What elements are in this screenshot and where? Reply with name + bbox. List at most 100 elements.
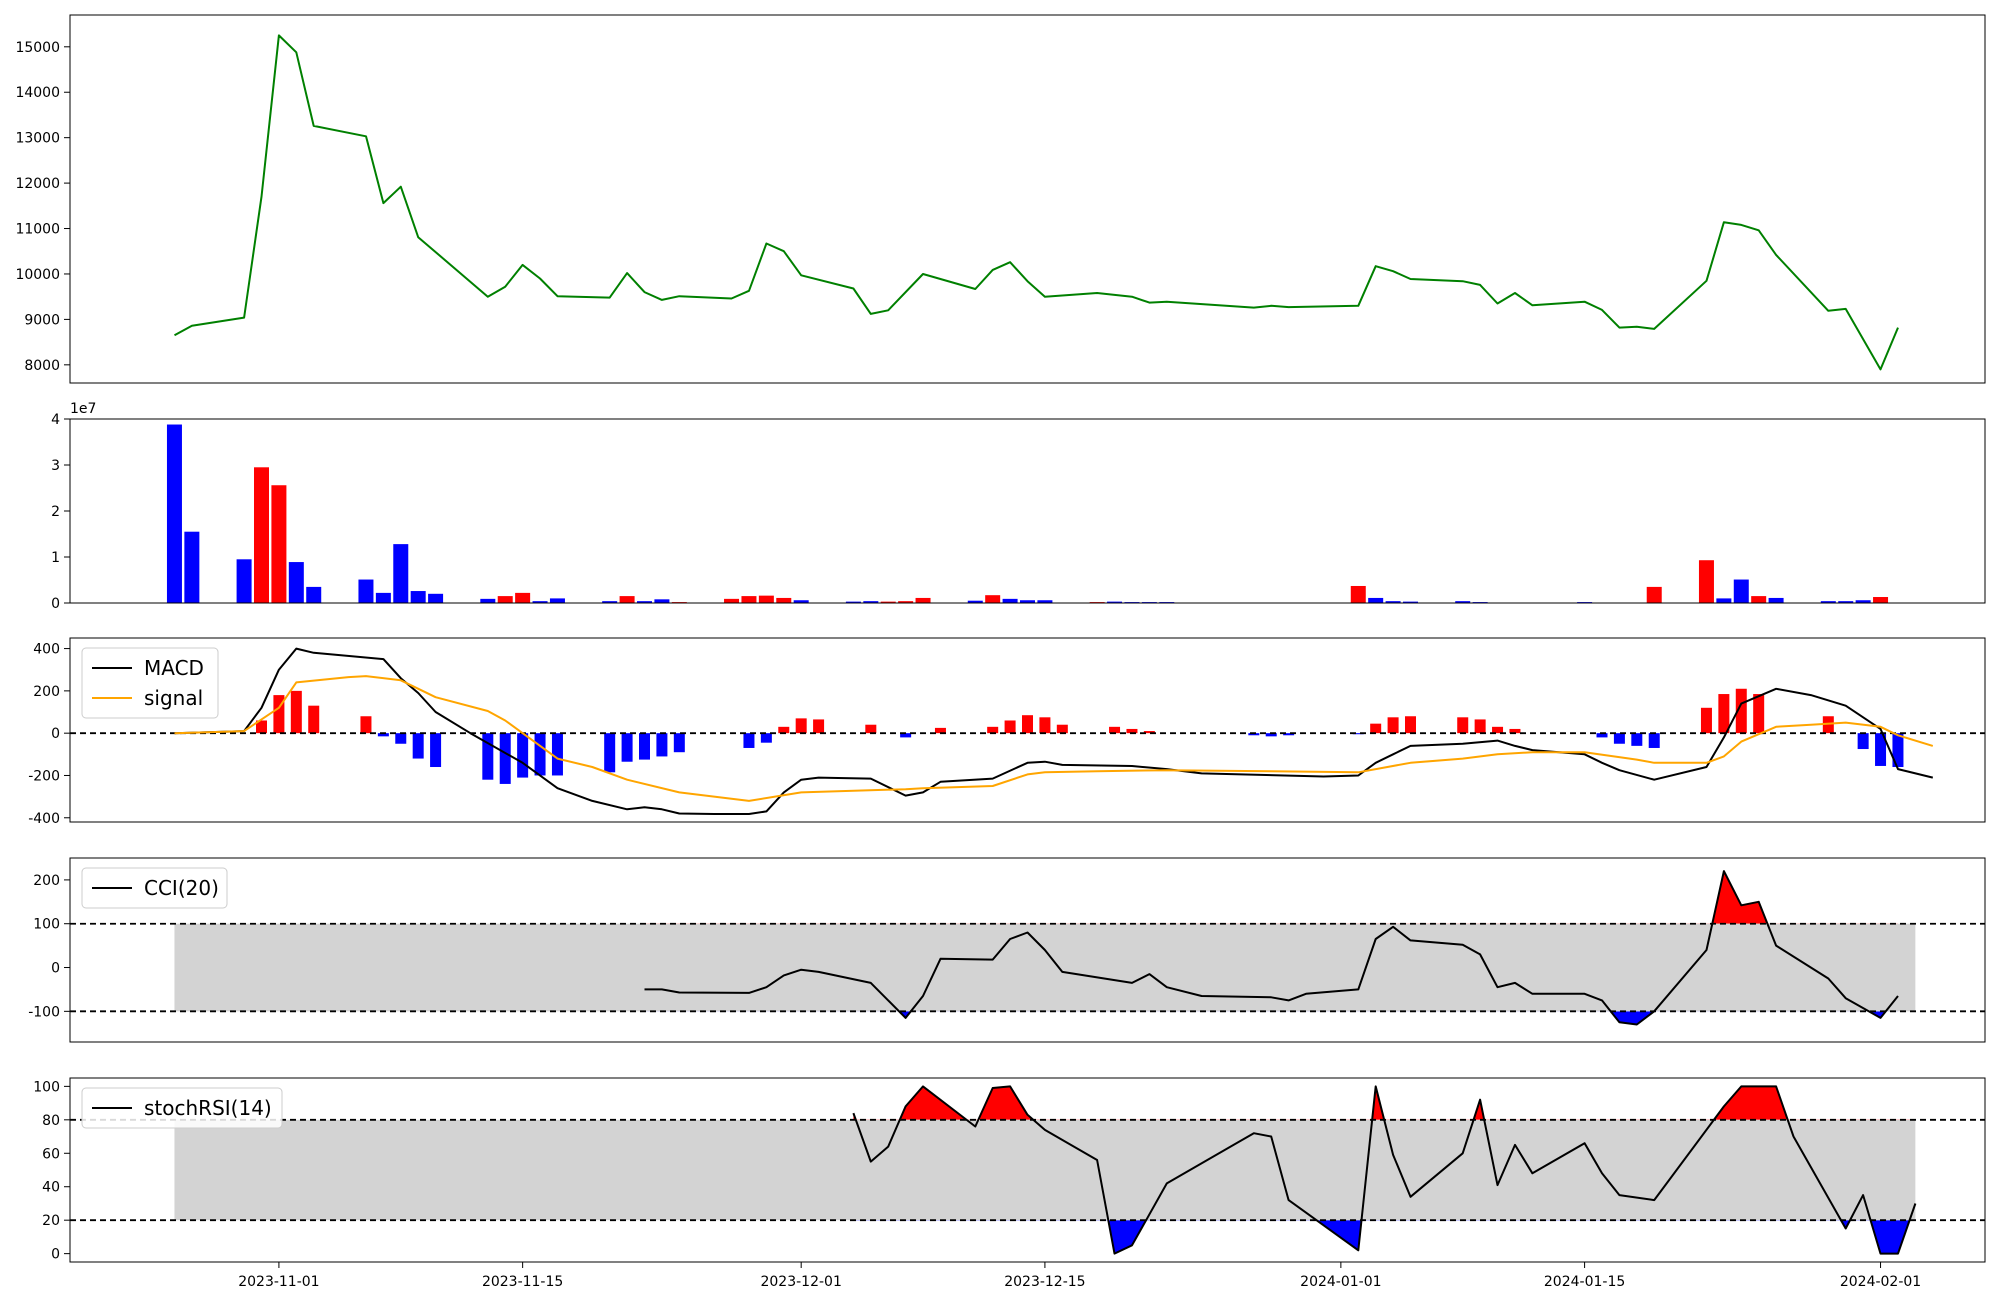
cci-ytick-label: 100 [33, 917, 60, 933]
macd-legend-label: MACD [144, 656, 204, 680]
stochrsi-legend-label: stochRSI(14) [144, 1096, 272, 1120]
volume-bar [410, 591, 426, 603]
volume-bar [1020, 600, 1035, 603]
volume-bar [985, 595, 1001, 603]
cci-legend: CCI(20) [81, 867, 228, 909]
macd-histogram-bar [900, 733, 912, 738]
macd-histogram-bar [290, 690, 302, 734]
volume-bar [967, 600, 983, 603]
volume-bar [532, 601, 548, 603]
macd-histogram-bar [430, 733, 442, 768]
macd-plot [70, 647, 1985, 815]
x-tick-label: 2024-01-15 [1544, 1274, 1625, 1290]
stochrsi-line [852, 1085, 1917, 1255]
volume-bar [619, 596, 635, 603]
volume-bar [1646, 586, 1662, 603]
macd-histogram-bar [743, 733, 755, 748]
macd-ytick-label: 400 [33, 642, 60, 658]
macd-histogram-bar [1283, 733, 1295, 736]
volume-bar [793, 600, 809, 603]
volume-bar [1716, 598, 1732, 603]
macd-histogram-bar [273, 695, 285, 734]
x-tick-label: 2023-12-01 [760, 1274, 841, 1290]
macd-histogram-bar [360, 716, 372, 734]
macd-histogram-bar [621, 733, 633, 762]
macd-histogram-bar [517, 733, 529, 778]
volume-bar [898, 601, 914, 603]
volume-bar [184, 531, 200, 603]
macd-histogram-bar [934, 727, 946, 734]
macd-histogram-bar [1109, 726, 1121, 734]
x-tick-label: 2024-01-01 [1300, 1274, 1381, 1290]
macd-legend-label: signal [144, 686, 203, 710]
price-plot [174, 34, 1899, 371]
volume-ytick-label: 1 [51, 550, 60, 566]
volume-bar [1820, 601, 1836, 603]
cci-ytick-label: 200 [33, 873, 60, 889]
macd-histogram-bar [1735, 688, 1747, 734]
volume-ytick-label: 0 [51, 596, 60, 612]
stochrsi-ytick-label: 40 [42, 1180, 60, 1196]
volume-bar [1873, 597, 1889, 603]
volume-ytick-label: 3 [51, 458, 60, 474]
price-ytick-label: 15000 [15, 40, 60, 56]
x-tick-label: 2024-02-01 [1840, 1274, 1921, 1290]
macd-histogram-bar [1143, 731, 1155, 734]
stochrsi-plot [70, 1085, 1985, 1255]
x-tick-label: 2023-11-15 [482, 1274, 563, 1290]
macd-histogram-bar [1613, 733, 1625, 744]
macd-histogram-bar [760, 733, 772, 743]
macd-histogram-bar [1022, 715, 1033, 734]
macd-ytick-label: 200 [33, 684, 60, 700]
volume-bar [724, 598, 740, 603]
macd-histogram-bar [1700, 707, 1712, 734]
macd-histogram-bar [256, 720, 267, 734]
macd-histogram-bar [1509, 728, 1521, 734]
volume-bar [1350, 585, 1366, 603]
macd-histogram-bar [377, 733, 389, 737]
price-ytick-label: 9000 [24, 312, 60, 328]
cci-neutral-band [174, 923, 1916, 1012]
macd-histogram-bar [1039, 717, 1051, 734]
stochrsi-ytick-label: 60 [42, 1146, 60, 1162]
volume-bar [1037, 600, 1053, 603]
macd-histogram-bar [499, 733, 511, 784]
volume-bar [271, 485, 287, 603]
volume-bar [1403, 601, 1418, 603]
macd-ytick-label: -400 [28, 811, 60, 827]
volume-bar [254, 467, 269, 603]
macd-histogram-bar [639, 733, 650, 760]
stochrsi-ytick-label: 80 [42, 1113, 60, 1129]
macd-histogram-bar [673, 733, 685, 753]
volume-bar [1455, 601, 1471, 603]
macd-histogram-bar [482, 733, 494, 780]
volume-bar [863, 601, 879, 603]
macd-histogram-bar [1857, 733, 1869, 750]
macd-histogram-bar [987, 726, 999, 734]
macd-legend-box [81, 647, 219, 719]
volume-panel-frame [69, 418, 1986, 604]
volume-bar [1385, 601, 1401, 603]
volume-exponent-label: 1e7 [70, 401, 96, 417]
volume-bar [654, 599, 670, 603]
macd-histogram-bar [1370, 723, 1382, 734]
stochrsi-legend-box [81, 1087, 283, 1129]
macd-histogram-bar [1648, 733, 1660, 748]
price-ytick-label: 12000 [15, 176, 60, 192]
panel-1-background [70, 15, 1985, 383]
volume-bar [306, 586, 322, 603]
volume-bar [1768, 597, 1784, 603]
macd-histogram-bar [412, 733, 424, 759]
macd-legend: MACD signal [81, 647, 219, 719]
stochrsi-panel-frame [69, 1077, 1986, 1263]
x-tick-label: 2023-12-15 [1004, 1274, 1085, 1290]
macd-histogram-bar [1492, 726, 1504, 734]
volume-bar [515, 592, 531, 603]
volume-bar [393, 544, 409, 603]
price-ytick-label: 11000 [15, 222, 60, 238]
macd-histogram-bar [1265, 733, 1277, 737]
volume-bar [1733, 579, 1749, 603]
cci-plot [70, 870, 1985, 1026]
volume-bar [602, 601, 618, 603]
cci-ytick-label: 0 [51, 961, 60, 977]
